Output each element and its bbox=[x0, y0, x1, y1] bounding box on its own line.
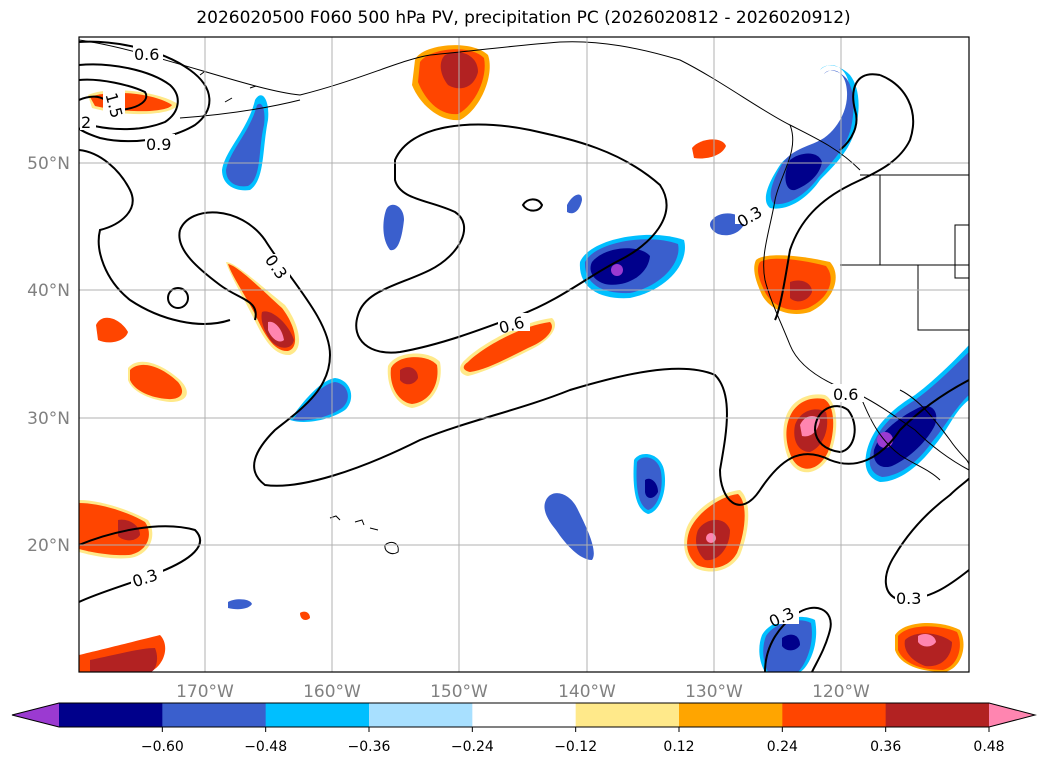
colorbar-ticks: −0.60 −0.48 −0.36 −0.24 −0.12 0.12 0.24 0.36 0.4… bbox=[141, 727, 1005, 755]
contour-label: 0.6 bbox=[833, 385, 858, 404]
lon-tick-label: 170°W bbox=[176, 682, 234, 702]
colorbar-tick-label: −0.48 bbox=[244, 739, 287, 755]
colorbar-tick-label: −0.24 bbox=[451, 739, 494, 755]
colorbar-segment bbox=[885, 703, 990, 727]
lat-tick-label: 20°N bbox=[27, 536, 70, 556]
lon-tick-label: 120°W bbox=[812, 682, 870, 702]
contour-label: 0.9 bbox=[146, 135, 171, 154]
colorbar-tick-label: 0.12 bbox=[663, 739, 694, 755]
map-frame bbox=[78, 36, 970, 673]
lon-tick-label: 160°W bbox=[303, 682, 361, 702]
colorbar-segment bbox=[162, 703, 267, 727]
colorbar-tick-label: 0.36 bbox=[870, 739, 901, 755]
colorbar-segment bbox=[679, 703, 783, 727]
colorbar-tick-label: 0.24 bbox=[767, 739, 798, 755]
colorbar-extend-right bbox=[989, 703, 1035, 727]
colorbar-tick-label: −0.36 bbox=[348, 739, 391, 755]
colorbar-tick-label: −0.12 bbox=[554, 739, 597, 755]
colorbar-segments bbox=[59, 703, 990, 727]
lat-tick-label: 40°N bbox=[27, 281, 70, 301]
lon-tick-label: 150°W bbox=[430, 682, 488, 702]
colorbar-segment bbox=[575, 703, 680, 727]
colorbar-tick-label: −0.60 bbox=[141, 739, 184, 755]
map-title: 2026020500 F060 500 hPa PV, precipitatio… bbox=[196, 8, 851, 28]
colorbar: −0.60 −0.48 −0.36 −0.24 −0.12 0.12 0.24 0.36 0.4… bbox=[11, 702, 1037, 755]
lat-axis: 20°N 30°N 40°N 50°N bbox=[27, 154, 70, 556]
map-content: 0.6 1.5 2 0.9 0.3 0.6 0.3 0.6 0.3 0.3 0.… bbox=[79, 37, 969, 672]
lat-tick-label: 50°N bbox=[27, 154, 70, 174]
lon-tick-label: 130°W bbox=[685, 682, 743, 702]
lon-tick-label: 140°W bbox=[558, 682, 616, 702]
colorbar-segment bbox=[782, 703, 887, 727]
contour-label: 2 bbox=[81, 113, 91, 132]
contour-label: 0.6 bbox=[134, 45, 159, 64]
graticule bbox=[79, 37, 969, 672]
colorbar-extend-left bbox=[12, 703, 59, 727]
colorbar-segment bbox=[369, 703, 473, 727]
lat-tick-label: 30°N bbox=[27, 409, 70, 429]
colorbar-tick-label: 0.48 bbox=[973, 739, 1004, 755]
colorbar-outline bbox=[11, 702, 1037, 728]
colorbar-segment bbox=[59, 703, 163, 727]
coastline-layer bbox=[79, 39, 969, 555]
colorbar-segment bbox=[472, 703, 577, 727]
lon-axis: 170°W 160°W 150°W 140°W 130°W 120°W bbox=[176, 682, 870, 702]
colorbar-segment bbox=[265, 703, 370, 727]
contour-label: 0.3 bbox=[896, 589, 921, 608]
